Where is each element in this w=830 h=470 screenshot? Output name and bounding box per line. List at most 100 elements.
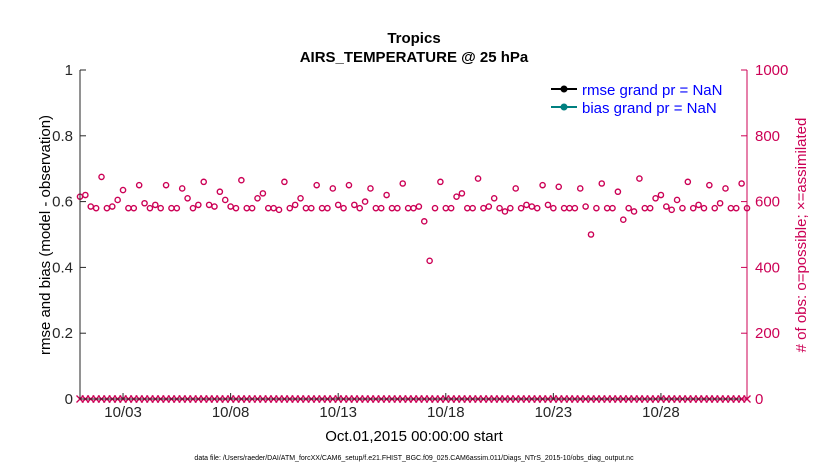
plot-area	[80, 70, 747, 399]
possible-obs-point	[200, 178, 208, 186]
possible-obs-point	[307, 204, 315, 212]
possible-obs-point	[614, 188, 622, 196]
legend-box	[547, 77, 743, 120]
possible-obs-point	[684, 178, 692, 186]
legend-bias-marker	[560, 103, 568, 111]
possible-obs-point	[732, 204, 740, 212]
possible-obs-point	[340, 204, 347, 212]
possible-obs-point	[420, 218, 428, 225]
y2-tick-label: 1000	[755, 62, 788, 79]
possible-obs-point	[593, 204, 600, 212]
possible-obs-point	[706, 181, 713, 189]
possible-obs-point	[609, 204, 616, 212]
possible-obs-point	[135, 181, 143, 189]
possible-obs-point	[394, 204, 401, 212]
possible-obs-point	[619, 216, 627, 223]
x-tick-label: 10/18	[427, 404, 465, 421]
possible-obs-point	[173, 204, 181, 212]
y2-tick-label: 0	[755, 391, 763, 408]
possible-obs-point	[453, 193, 460, 200]
possible-obs-point	[157, 204, 164, 212]
possible-obs-point	[652, 195, 659, 202]
possible-obs-point	[517, 204, 525, 212]
y-tick-label: 0	[65, 391, 73, 408]
possible-obs-point	[361, 198, 369, 205]
y-tick-label: 0.4	[52, 259, 73, 276]
possible-obs-point	[630, 208, 638, 215]
axes: 0 0.2 0.4 0.6 0.8 1 0 200 400 600 800 1000 10/03 10/0…	[52, 62, 788, 421]
y2-tick-label: 400	[755, 259, 780, 276]
possible-obs-point	[431, 204, 439, 212]
y2-tick-label: 200	[755, 325, 780, 342]
possible-obs-point	[544, 201, 552, 209]
possible-obs-point	[700, 204, 708, 212]
possible-obs-point	[275, 206, 283, 214]
chart-title: Tropics	[387, 30, 440, 47]
possible-obs-point	[286, 204, 294, 212]
possible-obs-point	[221, 196, 229, 204]
possible-obs-point	[351, 201, 358, 209]
y2-axis-label: # of obs: o=possible; ×=assimilated	[793, 118, 810, 353]
x-tick-label: 10/08	[212, 404, 250, 421]
possible-obs-point	[92, 204, 100, 212]
possible-obs-point	[485, 203, 493, 210]
possible-obs-point	[297, 195, 304, 202]
possible-obs-point	[189, 204, 197, 212]
possible-obs-point	[447, 204, 455, 212]
possible-obs-point	[367, 185, 374, 192]
possible-obs-point	[82, 191, 89, 199]
possible-obs-point	[345, 181, 353, 189]
possible-obs-point	[587, 231, 595, 238]
possible-obs-point	[646, 204, 654, 212]
legend-bias-label: bias grand pr = NaN	[582, 100, 717, 117]
possible-obs-point	[426, 257, 433, 265]
possible-obs-point	[162, 181, 170, 189]
possible-obs-point	[329, 185, 337, 192]
possible-obs-point	[130, 204, 138, 212]
possible-obs-point	[195, 201, 202, 209]
possible-obs-point	[356, 204, 364, 212]
possible-obs-point	[108, 203, 116, 210]
possible-obs-point	[668, 206, 675, 214]
possible-obs-point	[141, 199, 148, 207]
possible-obs-point	[663, 203, 670, 210]
possible-obs-point	[437, 178, 444, 186]
possible-obs-point	[415, 203, 423, 210]
possible-obs-point	[334, 201, 342, 209]
possible-obs-point	[238, 176, 245, 184]
y-tick-label: 0.6	[52, 194, 73, 211]
possible-obs-point	[216, 188, 224, 196]
possible-obs-point	[324, 204, 331, 212]
y2-tick-label: 800	[755, 128, 780, 145]
possible-obs-point	[211, 203, 218, 210]
x-tick-label: 10/23	[535, 404, 573, 421]
possible-obs-point	[722, 185, 729, 192]
y2-tick-label: 600	[755, 194, 780, 211]
possible-obs-point	[146, 204, 154, 212]
possible-obs-point	[576, 185, 584, 192]
possible-obs-point	[232, 204, 240, 212]
possible-obs-point	[689, 204, 697, 212]
possible-obs-point	[657, 191, 665, 199]
possible-obs-point	[512, 185, 520, 192]
possible-obs-point	[248, 204, 256, 212]
x-tick-label: 10/28	[642, 404, 680, 421]
x-axis-label: Oct.01,2015 00:00:00 start	[325, 428, 503, 445]
possible-obs-point	[184, 195, 191, 202]
legend-rmse-label: rmse grand pr = NaN	[582, 82, 722, 99]
y-axis-label: rmse and bias (model - observation)	[37, 115, 54, 355]
possible-obs-point	[571, 204, 579, 212]
possible-obs-point	[152, 201, 159, 209]
possible-obs-point	[291, 201, 299, 209]
possible-obs-point	[539, 181, 546, 189]
possible-obs-point	[119, 186, 127, 194]
possible-obs-point	[259, 190, 267, 197]
possible-obs-point	[711, 204, 719, 212]
possible-obs-point	[313, 181, 320, 189]
possible-obs-point	[490, 195, 498, 202]
possible-obs-point	[507, 204, 514, 212]
possible-obs-point	[533, 204, 541, 212]
y-tick-label: 0.2	[52, 325, 73, 342]
possible-obs-point	[501, 208, 509, 215]
possible-obs-point	[399, 180, 407, 187]
